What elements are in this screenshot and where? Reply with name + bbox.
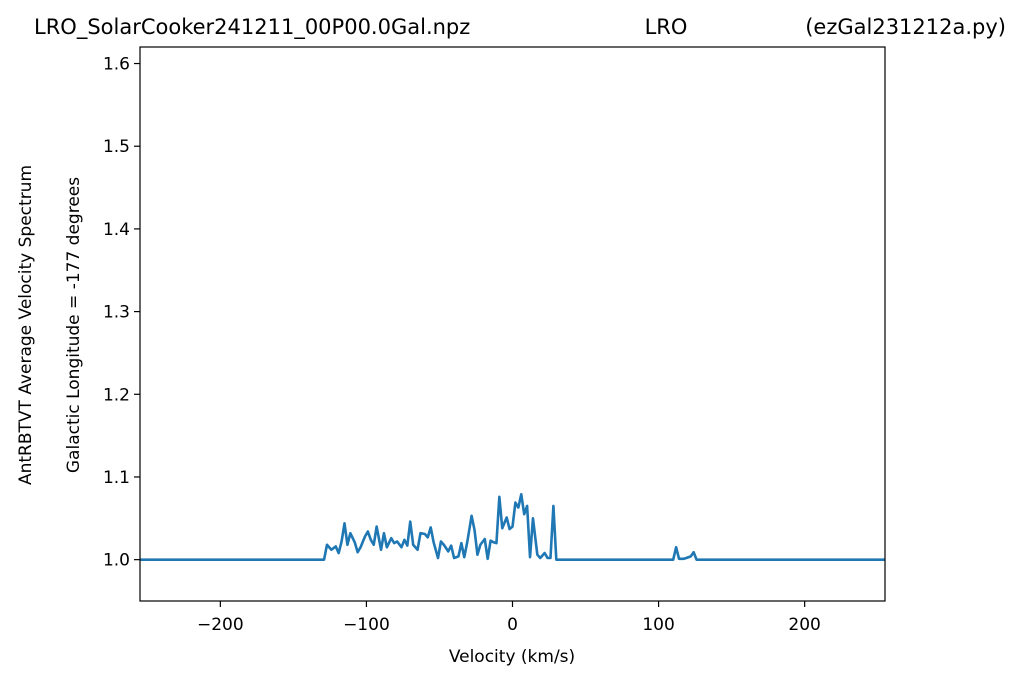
plot-area: [140, 493, 885, 561]
x-tick-label: 0: [507, 615, 518, 635]
plot-frame: [139, 46, 886, 602]
x-tick-label: −200: [197, 615, 244, 635]
chart-title-left: LRO_SolarCooker241211_00P00.0Gal.npz: [34, 15, 470, 40]
y-tick-label: 1.4: [103, 220, 130, 240]
x-tick-label: 100: [642, 615, 674, 635]
chart-title-center: LRO: [645, 15, 688, 39]
x-axis: −200 −100 0 100 200: [197, 601, 821, 635]
y-tick-label: 1.1: [103, 468, 130, 488]
y-tick-label: 1.2: [103, 385, 130, 405]
x-axis-label: Velocity (km/s): [449, 647, 575, 667]
chart-title-right: (ezGal231212a.py): [805, 15, 1006, 39]
y-tick-label: 1.5: [103, 137, 130, 157]
x-tick-label: −100: [343, 615, 390, 635]
series-line-0: [140, 493, 885, 561]
y-tick-label: 1.6: [103, 55, 130, 75]
y-axis: 1.0 1.1 1.2 1.3 1.4 1.5 1.6: [103, 55, 140, 571]
y-tick-label: 1.3: [103, 303, 130, 323]
y-tick-label: 1.0: [103, 551, 130, 571]
x-tick-label: 200: [788, 615, 820, 635]
y-axis-label-inner: Galactic Longitude = -177 degrees: [64, 177, 84, 473]
y-axis-label-outer: AntRBTVT Average Velocity Spectrum: [16, 165, 36, 485]
